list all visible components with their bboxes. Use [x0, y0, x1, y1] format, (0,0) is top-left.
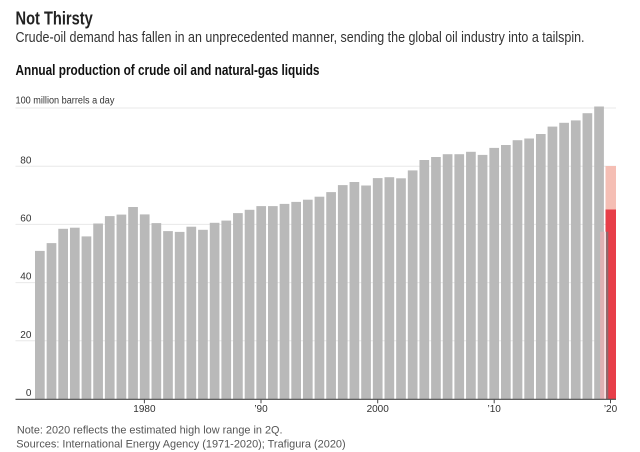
- svg-text:Not Thirsty: Not Thirsty: [16, 8, 93, 28]
- svg-text:40: 40: [20, 272, 32, 283]
- svg-text:Crude-oil demand has fallen in: Crude-oil demand has fallen in an unprec…: [16, 29, 585, 46]
- svg-text:’10: ’10: [488, 404, 502, 415]
- svg-text:0: 0: [26, 388, 32, 399]
- svg-text:’20: ’20: [604, 404, 618, 415]
- svg-text:2000: 2000: [367, 404, 390, 415]
- svg-text:1980: 1980: [133, 404, 156, 415]
- svg-text:100 million barrels a day: 100 million barrels a day: [16, 96, 115, 107]
- svg-text:Note: 2020 reflects the estima: Note: 2020 reflects the estimated high l…: [17, 425, 283, 437]
- svg-text:20: 20: [20, 330, 32, 341]
- svg-text:80: 80: [20, 155, 32, 166]
- svg-text:Sources: International Energy: Sources: International Energy Agency (19…: [16, 438, 345, 450]
- svg-text:60: 60: [20, 214, 32, 225]
- svg-text:’90: ’90: [254, 404, 268, 415]
- svg-text:Annual production of crude oil: Annual production of crude oil and natur…: [16, 62, 320, 79]
